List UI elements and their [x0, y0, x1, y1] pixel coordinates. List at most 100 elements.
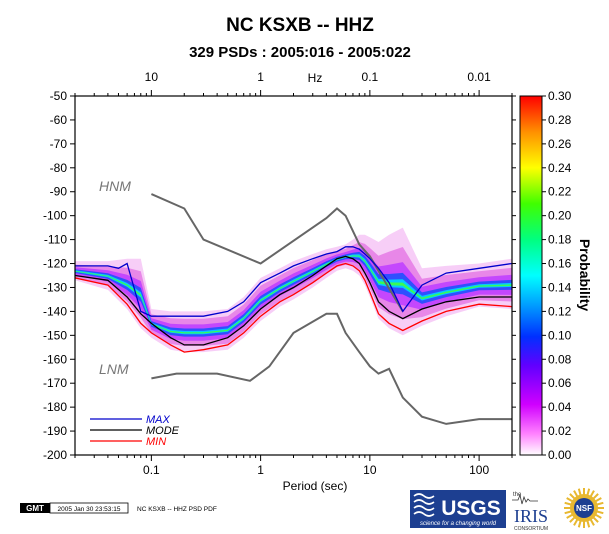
y-tick-label: -110	[44, 233, 67, 247]
y-tick-label: -150	[43, 328, 67, 342]
nsf-ray	[569, 493, 576, 500]
colorbar-tick-label: 0.00	[548, 448, 572, 462]
nsf-ray	[573, 490, 579, 498]
file-label: NC KSXB -- HHZ PSD PDF	[137, 506, 217, 513]
colorbar-tick-label: 0.08	[548, 352, 572, 366]
iris-text: IRIS	[514, 506, 548, 526]
chart-subtitle: 329 PSDs : 2005:016 - 2005:022	[189, 44, 411, 61]
timestamp: 2005 Jan 30 23:53:15	[58, 506, 121, 513]
legend-min-label: MIN	[146, 436, 166, 448]
colorbar-tick-label: 0.22	[548, 185, 572, 199]
nsf-ray	[594, 497, 602, 503]
nsf-ray	[566, 497, 574, 503]
gmt-logo: GMT	[26, 504, 44, 513]
colorbar-tick-label: 0.24	[548, 161, 572, 175]
legend-max-label: MAX	[146, 414, 171, 426]
nsf-ray	[564, 510, 572, 515]
x-tick-label: 0.1	[143, 463, 160, 477]
y-tick-label: -80	[50, 161, 68, 175]
y-tick-label: -190	[43, 424, 67, 438]
lnm-curve	[151, 312, 512, 425]
nsf-ray	[573, 518, 579, 526]
iris-sub: CONSORTIUM	[514, 526, 548, 532]
y-tick-label: -130	[43, 280, 67, 294]
colorbar-tick-label: 0.16	[548, 257, 572, 271]
colorbar-tick-label: 0.10	[548, 328, 572, 342]
colorbar-ticks: 0.30 0.28 0.26 0.24 0.22 0.20 0.18 0.16 0.14 0.12…	[542, 89, 572, 462]
iris-the: the	[513, 492, 522, 498]
usgs-logo: USGS science for a changing world	[410, 490, 506, 528]
lnm-label: LNM	[99, 361, 129, 377]
nsf-ray	[596, 510, 604, 515]
hnm-label: HNM	[99, 178, 131, 194]
usgs-tagline: science for a changing world	[420, 521, 497, 527]
y-axis: -50 -60 -70 -80 -90 -100 -110 -120 -130 -140 -150 -…	[43, 89, 516, 462]
nsf-ray	[577, 488, 582, 496]
mode-curve	[75, 255, 512, 346]
nsf-ray	[594, 513, 602, 519]
y-tick-label: -50	[50, 89, 68, 103]
iris-logo: the IRIS CONSORTIUM	[512, 492, 548, 532]
seismogram-icon	[512, 493, 538, 505]
nsf-ray	[569, 516, 576, 523]
colorbar-tick-label: 0.06	[548, 376, 572, 390]
density-band-3	[75, 251, 512, 337]
y-tick-label: -100	[43, 209, 67, 223]
top-axis: 10 1 0.1 0.01	[74, 70, 513, 96]
colorbar	[519, 95, 543, 456]
y-tick-label: -180	[43, 400, 67, 414]
x-tick-label: 10	[363, 463, 377, 477]
nsf-ray	[564, 501, 572, 506]
x-axis: 0.1 1 10 100	[74, 455, 513, 477]
colorbar-label: Probability	[577, 239, 593, 312]
min-curve	[75, 262, 512, 353]
colorbar-tick-label: 0.12	[548, 304, 572, 318]
x-tick-label: 100	[469, 463, 489, 477]
y-tick-label: -70	[50, 137, 68, 151]
x-tick-label: 1	[257, 463, 264, 477]
colorbar-tick-label: 0.20	[548, 209, 572, 223]
x-axis-label: Period (sec)	[283, 479, 348, 493]
colorbar-tick-label: 0.26	[548, 137, 572, 151]
y-tick-label: -60	[50, 113, 68, 127]
colorbar-tick-label: 0.02	[548, 424, 572, 438]
top-tick-label: 0.01	[467, 70, 491, 84]
nsf-ray	[596, 501, 604, 506]
nsf-text: NSF	[576, 504, 592, 513]
legend-mode-label: MODE	[146, 425, 180, 437]
top-tick-label: 10	[145, 70, 159, 84]
y-tick-label: -160	[43, 352, 67, 366]
gmt-stamp: GMT 2005 Jan 30 23:53:15	[20, 502, 129, 514]
top-axis-label: Hz	[308, 71, 323, 85]
nsf-ray	[566, 513, 574, 519]
y-tick-label: -200	[43, 448, 67, 462]
y-tick-label: -90	[50, 185, 68, 199]
y-tick-label: -170	[43, 376, 67, 390]
nsf-ray	[592, 493, 599, 500]
colorbar-tick-label: 0.28	[548, 113, 572, 127]
chart-title: NC KSXB -- HHZ	[226, 15, 374, 36]
nsf-rays	[564, 488, 604, 528]
nsf-ray	[589, 490, 595, 498]
colorbar-tick-label: 0.18	[548, 233, 572, 247]
colorbar-tick-label: 0.30	[548, 89, 572, 103]
nsf-ray	[589, 518, 595, 526]
max-curve	[75, 246, 512, 317]
density-band-2	[75, 247, 512, 341]
nsf-ray	[586, 488, 591, 496]
colorbar-tick-label: 0.14	[548, 280, 572, 294]
top-tick-label: 0.1	[362, 70, 379, 84]
hnm-curve	[150, 193, 404, 312]
nsf-ray	[592, 516, 599, 523]
usgs-text: USGS	[441, 497, 501, 520]
colorbar-tick-label: 0.04	[548, 400, 572, 414]
curves	[75, 193, 512, 425]
legend: MAX MODE MIN	[90, 414, 180, 448]
y-tick-label: -140	[43, 304, 67, 318]
y-tick-label: -120	[43, 257, 67, 271]
nsf-seal: NSF	[564, 488, 604, 528]
top-tick-label: 1	[257, 70, 264, 84]
nsf-ray	[586, 520, 591, 528]
nsf-ray	[577, 520, 582, 528]
